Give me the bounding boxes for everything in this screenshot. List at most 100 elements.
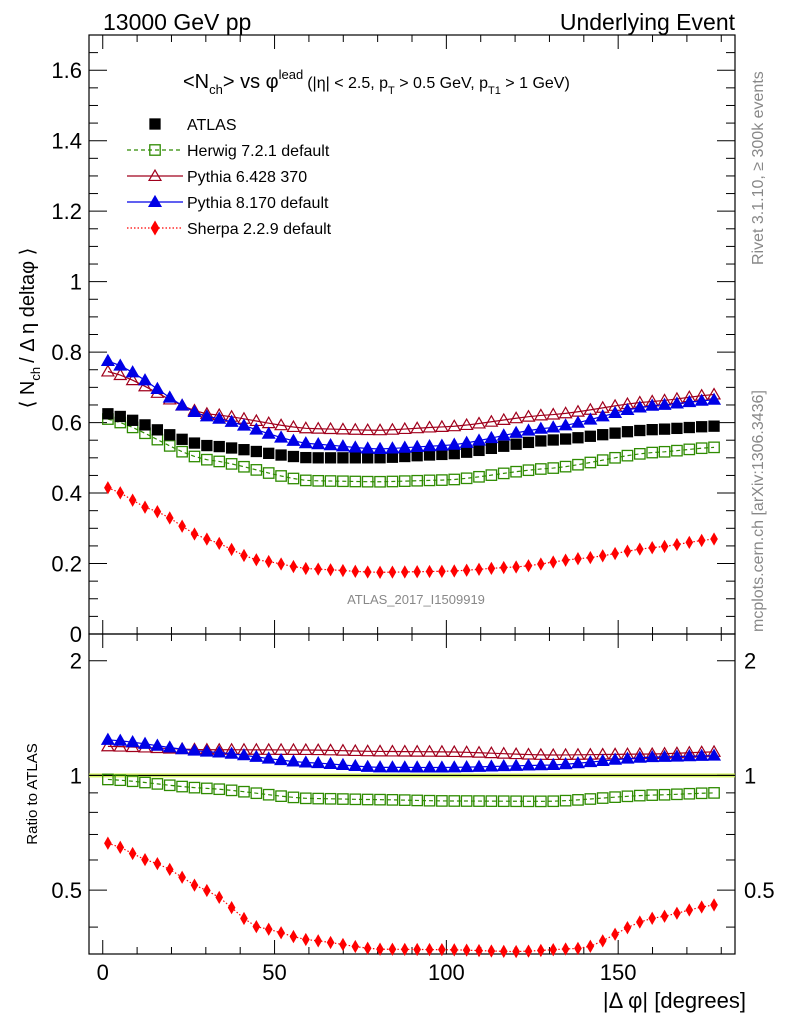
- ratio-data-point: [535, 795, 547, 808]
- data-point: [275, 470, 287, 482]
- data-point: [497, 467, 510, 480]
- ratio-data-point: [397, 744, 412, 757]
- ratio-data-point: [289, 929, 298, 944]
- ratio-series-line: [107, 842, 715, 953]
- legend-entry: Herwig 7.2.1 default: [127, 143, 330, 160]
- data-point: [535, 463, 547, 475]
- data-point: [125, 373, 140, 386]
- ratio-data-point: [459, 759, 474, 773]
- ratio-data-point: [611, 927, 619, 941]
- legend-label: Herwig 7.2.1 default: [187, 143, 330, 160]
- title-main-sup: lead: [279, 67, 304, 82]
- main-y-tick-label: 1.2: [51, 199, 82, 224]
- data-point: [510, 438, 522, 450]
- data-point: [324, 475, 337, 487]
- ratio-data-point: [385, 760, 400, 773]
- title-cut1: (|η| < 2.5, p: [307, 75, 388, 92]
- title-main: <N: [183, 71, 209, 93]
- ratio-data-point: [669, 749, 684, 762]
- data-point: [646, 424, 658, 436]
- data-point: [287, 472, 300, 485]
- data-point: [521, 409, 536, 422]
- data-point: [386, 475, 399, 488]
- rivet-label: Rivet 3.1.10, ≥ 300k events: [750, 71, 767, 265]
- data-point: [460, 472, 473, 485]
- data-point: [473, 470, 485, 483]
- data-point: [398, 475, 411, 487]
- data-point: [287, 450, 300, 463]
- ratio-data-point: [274, 742, 289, 755]
- data-point: [301, 561, 310, 576]
- data-point: [558, 418, 573, 431]
- ratio-data-point: [447, 744, 462, 758]
- data-point: [436, 448, 448, 461]
- data-point: [114, 410, 126, 423]
- x-tick-label: 0: [97, 960, 109, 985]
- ratio-data-point: [250, 787, 263, 800]
- ratio-data-point: [125, 734, 140, 748]
- data-point: [240, 548, 248, 563]
- legend-label: Pythia 8.170 default: [187, 195, 329, 212]
- ratio-data-point: [261, 751, 276, 764]
- data-point: [669, 396, 684, 409]
- data-point: [584, 456, 597, 469]
- data-point: [623, 544, 632, 558]
- ratio-data-point: [558, 757, 573, 770]
- plot-title: <Nch> vs φlead(|η| < 2.5, pT > 0.5 GeV, …: [183, 67, 570, 97]
- data-point: [362, 452, 374, 464]
- data-point: [499, 560, 508, 575]
- data-point: [635, 542, 644, 556]
- main-y-tick-label: 1: [70, 270, 82, 295]
- data-point: [683, 421, 695, 434]
- data-point: [376, 565, 384, 579]
- ratio-data-point: [509, 758, 524, 771]
- ratio-series-line: [107, 778, 715, 802]
- ratio-data-point: [165, 862, 174, 877]
- ratio-data-point: [287, 791, 300, 804]
- data-point: [201, 439, 213, 452]
- data-point: [348, 422, 363, 435]
- data-point: [176, 433, 188, 445]
- ratio-data-point: [264, 922, 273, 936]
- ratio-data-point: [646, 789, 659, 801]
- ratio-data-point: [326, 935, 335, 950]
- ratio-data-point: [438, 943, 446, 957]
- ratio-data-point: [621, 790, 634, 803]
- ratio-data-point: [224, 746, 239, 759]
- data-point: [422, 420, 437, 433]
- ratio-data-point: [533, 758, 548, 771]
- data-point: [673, 537, 681, 552]
- data-point: [150, 381, 165, 394]
- data-point: [400, 565, 409, 579]
- data-point: [707, 392, 722, 405]
- data-point: [570, 415, 585, 428]
- data-point: [190, 527, 199, 541]
- data-point: [572, 432, 584, 444]
- ratio-data-point: [114, 774, 127, 787]
- ratio-data-point: [374, 793, 386, 806]
- ratio-data-point: [100, 739, 115, 752]
- data-point: [694, 393, 709, 406]
- ratio-data-point: [620, 751, 635, 764]
- series-sherpa-2-2-9-default: [104, 481, 718, 579]
- data-point: [141, 500, 149, 514]
- data-point: [215, 536, 224, 551]
- ratio-data-point: [533, 747, 548, 760]
- data-point: [125, 365, 140, 378]
- data-point: [584, 430, 596, 442]
- data-point: [213, 455, 226, 468]
- data-point: [275, 449, 287, 461]
- data-point: [471, 416, 487, 429]
- data-point: [459, 417, 474, 431]
- data-point: [264, 554, 273, 569]
- data-point: [335, 422, 350, 435]
- ratio-data-point: [595, 753, 610, 766]
- data-point: [434, 419, 449, 432]
- data-point: [422, 439, 437, 452]
- ratio-data-point: [546, 757, 561, 771]
- ratio-data-point: [632, 750, 647, 763]
- data-point: [188, 437, 201, 449]
- x-tick-label: 50: [262, 960, 286, 985]
- ratio-data-point: [484, 746, 499, 759]
- data-point: [399, 450, 411, 463]
